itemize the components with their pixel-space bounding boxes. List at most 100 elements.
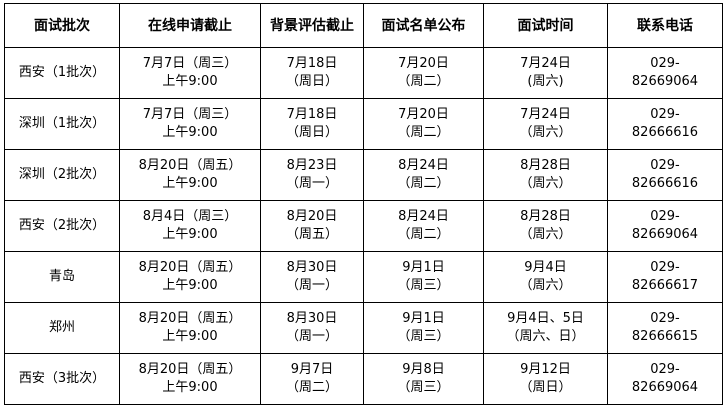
list-line: 9月8日 (402, 362, 445, 377)
list-line: （周二） (397, 227, 450, 242)
cell-assess: 8月30日 （周一） (260, 251, 364, 303)
interview-line: 8月28日 (520, 209, 571, 224)
phone-line: 029- (650, 56, 680, 71)
assess-line: （周一） (285, 176, 338, 191)
cell-phone: 029- 82669064 (607, 47, 723, 99)
interview-line: （周日） (519, 380, 572, 395)
list-line: 7月20日 (398, 107, 449, 122)
interview-line: 9月12日 (520, 362, 571, 377)
assess-line: （周二） (285, 380, 338, 395)
header-list-announcement: 面试名单公布 (363, 3, 484, 48)
cell-interview: 7月24日 （周六） (483, 98, 608, 150)
cell-phone: 029- 82666616 (607, 98, 723, 150)
assess-line: 8月23日 (286, 158, 338, 173)
assess-line: 8月30日 (286, 311, 338, 326)
cell-assess: 9月7日 （周二） (260, 353, 364, 405)
list-line: （周二） (397, 74, 450, 89)
phone-line: 82666616 (631, 125, 699, 140)
cell-interview: 9月12日 （周日） (483, 353, 608, 405)
list-line: 8月24日 (398, 158, 449, 173)
cell-apply: 8月4日（周三） 上午9:00 (119, 200, 261, 252)
apply-line: 上午9:00 (162, 329, 218, 344)
apply-line: 上午9:00 (162, 380, 218, 395)
phone-line: 82669064 (631, 74, 699, 89)
cell-phone: 029- 82669064 (607, 200, 723, 252)
cell-batch: 青岛 (4, 251, 120, 303)
cell-list: 9月8日 （周三） (363, 353, 484, 405)
header-row: 面试批次 在线申请截止 背景评估截止 面试名单公布 面试时间 联系电话 (4, 3, 723, 48)
apply-line: 上午9:00 (162, 227, 218, 242)
interview-line: 8月28日 (520, 158, 571, 173)
table-row: 西安（3批次） 8月20日（周五） 上午9:00 9月7日 （周二） 9月8日 （周三） 9月… (4, 353, 723, 405)
header-interview-time: 面试时间 (483, 3, 608, 48)
cell-list: 7月20日 （周二） (363, 98, 484, 150)
cell-interview: 9月4日 （周六） (483, 251, 608, 303)
apply-line: 上午9:00 (162, 278, 218, 293)
interview-line: （周六） (519, 176, 572, 191)
list-line: （周二） (397, 176, 450, 191)
list-line: （周二） (397, 125, 450, 140)
list-line: 7月20日 (398, 56, 449, 71)
cell-assess: 8月30日 （周一） (260, 302, 364, 354)
cell-batch: 西安（3批次） (4, 353, 120, 405)
table-row: 西安（2批次） 8月4日（周三） 上午9:00 8月20日 （周五） 8月24日 （周二） 8… (4, 200, 723, 252)
interview-line: 7月24日 (520, 107, 571, 122)
phone-line: 029- (650, 260, 680, 275)
phone-line: 82669064 (631, 380, 699, 395)
assess-line: （周一） (285, 278, 338, 293)
assess-line: （周日） (285, 125, 338, 140)
apply-line: 8月4日（周三） (142, 209, 238, 224)
phone-line: 82666617 (631, 278, 699, 293)
cell-assess: 8月20日 （周五） (260, 200, 364, 252)
interview-schedule-table: 面试批次 在线申请截止 背景评估截止 面试名单公布 面试时间 联系电话 西安（1… (4, 3, 723, 405)
list-line: 9月1日 (402, 311, 445, 326)
phone-line: 82666615 (631, 329, 699, 344)
apply-line: 8月20日（周五） (138, 158, 242, 173)
assess-line: （周一） (285, 329, 338, 344)
phone-line: 029- (650, 158, 680, 173)
cell-assess: 7月18日 （周日） (260, 47, 364, 99)
cell-interview: 8月28日 （周六） (483, 149, 608, 201)
apply-line: 7月7日（周三） (142, 56, 238, 71)
phone-line: 029- (650, 209, 680, 224)
apply-line: 上午9:00 (162, 125, 218, 140)
assess-line: 8月20日 (286, 209, 338, 224)
cell-apply: 7月7日（周三） 上午9:00 (119, 47, 261, 99)
interview-line: （周六） (519, 278, 572, 293)
interview-line: （周六、日） (506, 329, 585, 344)
cell-batch: 西安（1批次） (4, 47, 120, 99)
cell-phone: 029- 82666617 (607, 251, 723, 303)
phone-line: 029- (650, 311, 680, 326)
cell-apply: 8月20日（周五） 上午9:00 (119, 149, 261, 201)
table-row: 西安（1批次） 7月7日（周三） 上午9:00 7月18日 （周日） 7月20日 （周二） 7… (4, 47, 723, 99)
table-row: 郑州 8月20日（周五） 上午9:00 8月30日 （周一） 9月1日 （周三） 9月4日、5… (4, 302, 723, 354)
cell-interview: 8月28日 （周六） (483, 200, 608, 252)
cell-batch: 深圳（1批次） (4, 98, 120, 150)
assess-line: 7月18日 (286, 56, 338, 71)
assess-line: 9月7日 (290, 362, 334, 377)
cell-apply: 8月20日（周五） 上午9:00 (119, 251, 261, 303)
cell-apply: 8月20日（周五） 上午9:00 (119, 302, 261, 354)
cell-list: 9月1日 （周三） (363, 302, 484, 354)
assess-line: 7月18日 (286, 107, 338, 122)
apply-line: 7月7日（周三） (142, 107, 238, 122)
cell-list: 9月1日 （周三） (363, 251, 484, 303)
apply-line: 8月20日（周五） (138, 362, 242, 377)
interview-line: 7月24日 (520, 56, 571, 71)
list-line: 8月24日 (398, 209, 449, 224)
interview-line: 9月4日、5日 (507, 311, 584, 326)
table-row: 青岛 8月20日（周五） 上午9:00 8月30日 （周一） 9月1日 （周三） 9月4日 （周… (4, 251, 723, 303)
interview-line: （周六） (519, 125, 572, 140)
phone-line: 82666616 (631, 176, 699, 191)
cell-interview: 9月4日、5日 （周六、日） (483, 302, 608, 354)
assess-line: （周五） (285, 227, 338, 242)
cell-batch: 深圳（2批次） (4, 149, 120, 201)
cell-phone: 029- 82666616 (607, 149, 723, 201)
cell-interview: 7月24日 (周六) (483, 47, 608, 99)
cell-list: 8月24日 （周二） (363, 149, 484, 201)
interview-line: （周六） (519, 227, 572, 242)
cell-phone: 029- 82669064 (607, 353, 723, 405)
list-line: （周三） (397, 329, 450, 344)
table-row: 深圳（2批次） 8月20日（周五） 上午9:00 8月23日 （周一） 8月24日 （周二）… (4, 149, 723, 201)
cell-list: 7月20日 （周二） (363, 47, 484, 99)
